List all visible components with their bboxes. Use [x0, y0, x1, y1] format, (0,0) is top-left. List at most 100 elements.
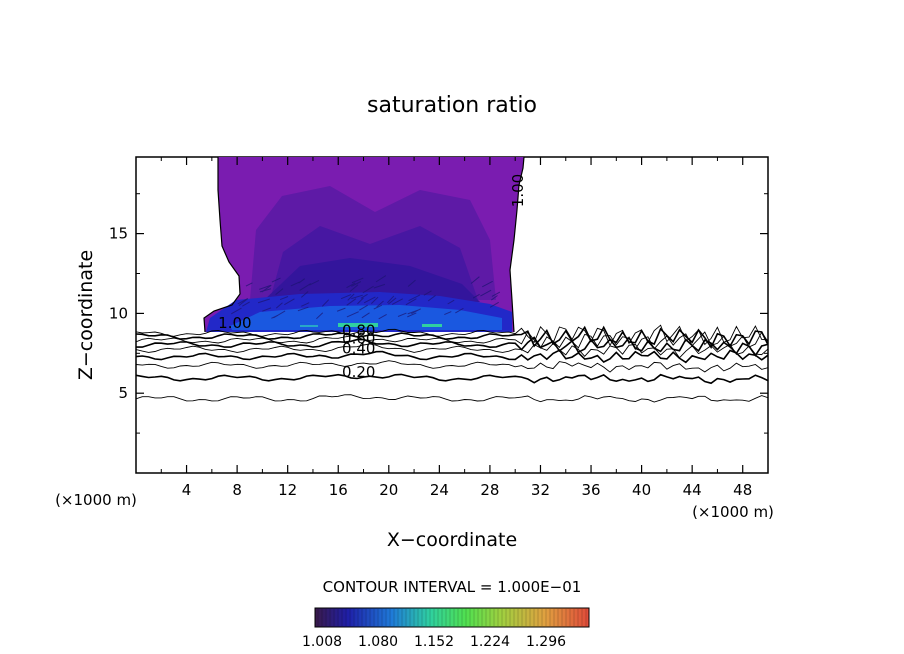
contour-label: 0.60 [342, 330, 375, 348]
contour-label: 0.40 [342, 339, 375, 357]
chart-title: saturation ratio [367, 93, 537, 118]
cloud-streak [357, 297, 364, 305]
contour-lines [136, 324, 768, 403]
x-tick-label: 40 [632, 481, 651, 499]
cloud-streak [388, 297, 397, 305]
cloud-streak [242, 301, 250, 307]
x-tick-label: 48 [733, 481, 752, 499]
x-tick-label: 36 [581, 481, 600, 499]
cloud-streak [407, 309, 418, 315]
cloud-streak [336, 307, 346, 312]
cloud-streak [351, 277, 364, 284]
contour-line-0.5 [136, 342, 768, 359]
cloud-streak [298, 278, 305, 284]
contour-line-0.4 [136, 349, 768, 364]
cloud-peak-patch-1 [338, 323, 378, 327]
cloud-streak [481, 280, 493, 288]
cloud-streak [275, 302, 283, 309]
cloud-inner-fill-3 [262, 258, 480, 302]
cloud-streak [361, 312, 370, 319]
colorbar-label: 1.152 [414, 634, 454, 650]
cloud-streak [373, 283, 386, 289]
cloud-streak [245, 282, 253, 287]
cloud-streak [271, 277, 281, 283]
contour-line-0.3 [136, 360, 768, 373]
y-tick-label: 5 [118, 384, 128, 402]
cloud-streak [407, 312, 417, 318]
cloud-streak [257, 298, 270, 304]
cloud-streak [297, 306, 309, 312]
cloud-streak [359, 304, 368, 311]
cloud-streak [423, 290, 432, 296]
colorbar-labels: 1.008 1.080 1.152 1.224 1.296 [302, 634, 566, 650]
contour-label: 0.20 [342, 363, 375, 381]
cloud-streak [259, 284, 271, 290]
x-tick-label: 28 [480, 481, 499, 499]
cloud-streak [375, 275, 387, 283]
cloud-streak [472, 293, 480, 299]
cloud-streak [373, 304, 383, 310]
cloud-streak [351, 281, 362, 287]
cloud-streak [347, 293, 355, 301]
cloud-streak [362, 285, 374, 294]
cloud-streak [259, 288, 272, 293]
colorbar-label: 1.296 [526, 634, 566, 650]
cloud-streak [275, 288, 284, 295]
cloud-streak [346, 298, 357, 306]
contour-line-0.7 [136, 331, 768, 351]
cloud-streak [231, 307, 242, 315]
x-unit-label-right: (×1000 m) [692, 503, 774, 521]
x-axis-label: X−coordinate [387, 529, 517, 551]
contour-label: 1.00 [509, 174, 527, 207]
cloud-streak [391, 298, 403, 305]
colorbar-label: 1.224 [470, 634, 510, 650]
contour-interval-text: CONTOUR INTERVAL = 1.000E−01 [323, 578, 582, 596]
x-tick-label: 32 [531, 481, 550, 499]
cloud-streak [349, 284, 359, 292]
cloud-streak [387, 295, 395, 304]
cloud-streak [321, 299, 330, 307]
cloud-base-bright-fill [230, 305, 502, 330]
x-axis-ticks: 4 8 12 16 20 24 28 32 36 40 44 48 [160, 157, 752, 499]
cloud-streak [290, 281, 300, 287]
cloud-streak [407, 279, 416, 287]
x-unit-label-left: (×1000 m) [55, 491, 137, 509]
cloud-streak [397, 312, 407, 317]
cloud-streak [301, 302, 310, 307]
colorbar-stripes [317, 609, 587, 626]
cloud-streak [301, 291, 309, 298]
x-tick-label: 8 [232, 481, 242, 499]
contour-line-0.1 [136, 394, 768, 403]
cloud-streak [491, 295, 498, 301]
cloud-streak [427, 295, 436, 302]
contour-label: 1.00 [218, 314, 251, 332]
cloud-streak [261, 284, 272, 293]
cloud-streak [376, 300, 384, 308]
cloud-streak [405, 298, 417, 306]
cloud-streak [360, 293, 368, 299]
cloud-streak [346, 282, 356, 289]
x-tick-label: 12 [278, 481, 297, 499]
cloud-streak [238, 298, 248, 307]
cloud-streak [316, 312, 324, 320]
cloud-streak [340, 294, 352, 300]
cloud-streak [309, 279, 320, 286]
cloud-streak [262, 307, 272, 312]
contour-line-0.2 [136, 373, 768, 385]
cloud-streak [284, 298, 295, 306]
x-tick-label: 44 [683, 481, 702, 499]
y-axis-label: Z−coordinate [75, 250, 97, 380]
x-tick-label: 16 [329, 481, 348, 499]
y-axis-ticks: 5 10 15 [109, 193, 768, 434]
colorbar-label: 1.008 [302, 634, 342, 650]
cloud-streak [346, 311, 359, 318]
cloud-texture-streaks [231, 275, 501, 320]
x-tick-label: 20 [379, 481, 398, 499]
cloud-streak [299, 283, 312, 291]
cloud-streak [370, 296, 379, 304]
cloud-streak [489, 301, 499, 308]
x-tick-label: 24 [430, 481, 449, 499]
y-tick-label: 10 [109, 304, 128, 322]
colorbar-label: 1.080 [358, 634, 398, 650]
cloud-peak-patch-3 [300, 325, 318, 327]
